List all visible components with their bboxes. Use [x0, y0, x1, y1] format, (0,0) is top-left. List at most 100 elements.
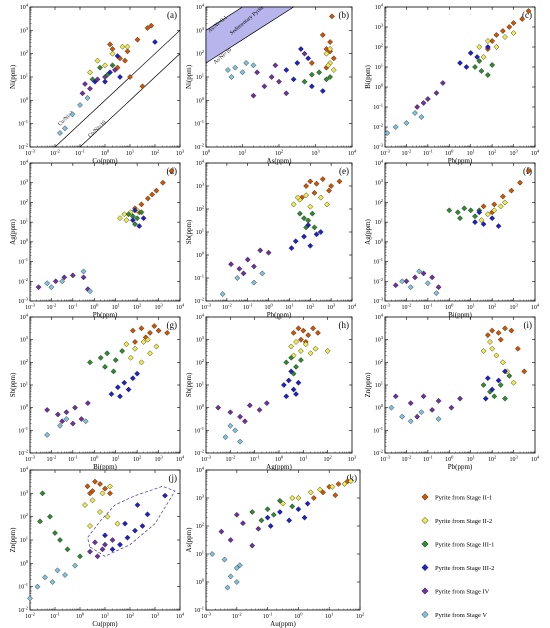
- data-point: [414, 104, 421, 110]
- data-point: [319, 32, 326, 38]
- y-tick-label: 10-1: [373, 426, 383, 435]
- data-point: [489, 215, 496, 222]
- data-point: [57, 537, 63, 543]
- data-point: [324, 201, 330, 208]
- data-point: [77, 102, 83, 108]
- data-point: [384, 130, 391, 136]
- y-tick-label: 101: [20, 218, 28, 227]
- data-point: [254, 69, 261, 76]
- data-point: [480, 221, 487, 228]
- data-point: [140, 215, 147, 222]
- data-point: [327, 74, 334, 80]
- data-point: [294, 194, 301, 201]
- x-tick-label: 10-1: [423, 455, 433, 464]
- x-tick-label: 101: [467, 303, 475, 312]
- data-point: [236, 562, 243, 569]
- x-tick-label: 10-3: [380, 149, 390, 158]
- y-tick-label: 103: [196, 182, 205, 191]
- y-tick-label: 102: [375, 43, 383, 52]
- data-point: [87, 359, 93, 366]
- y-tick-label: 102: [196, 205, 204, 214]
- data-point: [153, 187, 160, 194]
- legend-label: Pyrite from Stage III-1: [435, 541, 494, 548]
- data-point: [463, 64, 470, 70]
- x-tick-label: 101: [467, 455, 475, 464]
- y-tick-label: 104: [375, 159, 384, 168]
- data-point: [305, 222, 312, 229]
- x-axis-label: Pb(ppm): [93, 311, 118, 319]
- x-tick-label: 102: [133, 303, 141, 312]
- data-point: [476, 209, 483, 216]
- data-point: [134, 36, 141, 43]
- data-point: [236, 265, 243, 272]
- data-point: [300, 327, 307, 334]
- y-tick-label: 101: [375, 63, 383, 72]
- data-point: [102, 74, 108, 80]
- data-point: [44, 407, 51, 413]
- data-point: [246, 402, 253, 409]
- data-point: [499, 359, 506, 366]
- y-tick-label: 10-3: [373, 297, 383, 306]
- data-point: [311, 224, 318, 231]
- data-point: [327, 46, 334, 52]
- data-point: [112, 67, 118, 73]
- data-point: [478, 217, 485, 224]
- x-tick-label: 103: [151, 612, 160, 621]
- data-point: [399, 278, 406, 285]
- x-tick-label: 100: [445, 149, 454, 158]
- data-point: [307, 242, 314, 249]
- data-point: [388, 404, 395, 411]
- data-point: [280, 500, 286, 507]
- line-label: Co/Ni=10: [87, 120, 107, 140]
- data-point: [457, 395, 463, 402]
- legend-marker: [421, 516, 429, 525]
- panel-label: (g): [167, 320, 178, 330]
- y-tick-label: 100: [20, 403, 29, 412]
- y-tick-label: 10-1: [194, 274, 204, 283]
- data-point: [304, 500, 311, 507]
- data-point: [82, 502, 88, 508]
- data-point: [94, 76, 101, 83]
- data-point: [303, 183, 310, 189]
- data-point: [89, 497, 96, 504]
- y-tick-label: 103: [196, 494, 205, 503]
- data-point: [240, 520, 246, 527]
- data-point: [313, 231, 320, 238]
- data-point: [326, 187, 332, 194]
- y-tick-label: 10-2: [18, 449, 28, 458]
- data-point: [84, 483, 91, 490]
- plot-frame: [384, 316, 536, 454]
- data-point: [288, 245, 295, 252]
- data-point: [49, 579, 56, 585]
- y-tick-label: 10-3: [18, 297, 28, 306]
- data-point: [317, 229, 324, 235]
- x-tick-label: 102: [488, 455, 496, 464]
- data-point: [224, 67, 231, 73]
- data-point: [227, 573, 234, 580]
- data-point: [59, 278, 66, 285]
- data-point: [489, 386, 496, 393]
- x-tick-label: 102: [488, 303, 496, 312]
- data-point: [107, 490, 113, 497]
- data-point: [424, 280, 431, 287]
- data-point: [221, 556, 228, 563]
- y-tick-label: 100: [20, 96, 29, 105]
- data-point: [259, 270, 266, 277]
- data-point: [148, 22, 155, 29]
- data-point: [61, 274, 68, 281]
- data-point: [480, 382, 487, 388]
- data-point: [418, 114, 425, 120]
- data-point: [44, 280, 51, 287]
- plot-frame: [29, 162, 181, 302]
- y-tick-label: 10-2: [18, 606, 28, 615]
- x-tick-label: 100: [101, 149, 110, 158]
- y-tick-label: 101: [375, 218, 383, 227]
- data-point: [461, 205, 468, 212]
- data-point: [332, 492, 339, 499]
- data-point: [323, 76, 330, 83]
- data-point: [215, 404, 222, 411]
- x-tick-label: 103: [509, 303, 518, 312]
- x-tick-label: 103: [509, 455, 518, 464]
- y-tick-label: 10-2: [194, 297, 204, 306]
- data-point: [92, 539, 98, 546]
